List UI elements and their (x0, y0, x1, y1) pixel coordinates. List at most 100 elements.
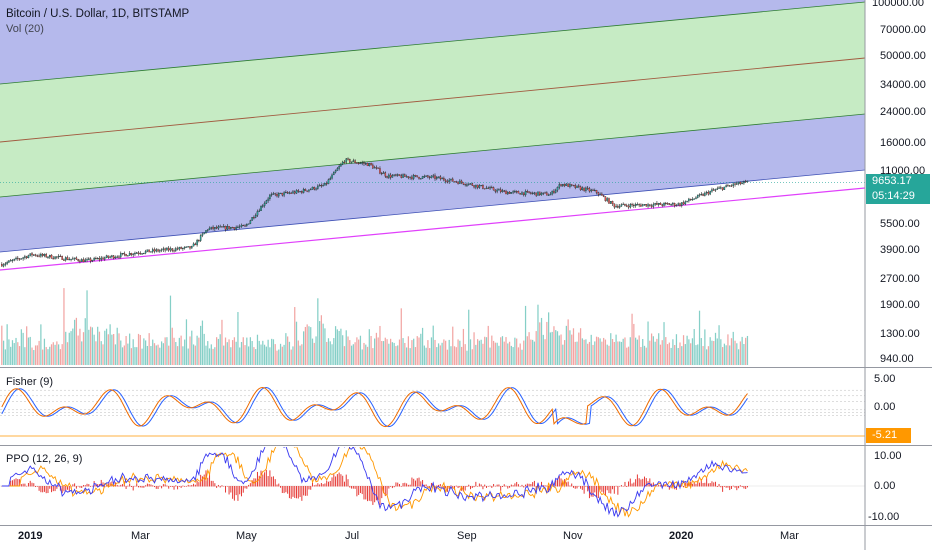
candle-body (563, 184, 566, 186)
ppo-histogram-bar (233, 486, 235, 501)
volume-bar (189, 336, 191, 365)
volume-bar (292, 346, 294, 365)
volume-bar (363, 342, 365, 365)
candle-body (52, 258, 55, 260)
volume-bar (659, 344, 662, 365)
volume-bar (528, 332, 530, 365)
candle-body (432, 175, 434, 177)
candle-body (230, 227, 232, 229)
ppo-histogram-bar (283, 486, 285, 494)
ppo-histogram-bar (398, 484, 400, 487)
candle-body (453, 181, 456, 183)
ppo-histogram-bar (430, 482, 432, 487)
ppo-histogram-bar (161, 486, 163, 489)
volume-bar (638, 335, 640, 365)
volume-bar (425, 347, 427, 365)
ppo-histogram-bar (423, 484, 425, 487)
candle-body (68, 259, 71, 261)
ppo-histogram-bar (162, 484, 164, 487)
candle-body (192, 243, 195, 247)
ppo-histogram-bar (132, 486, 134, 491)
volume-bar (208, 348, 211, 365)
candle-body (306, 190, 308, 192)
volume-bar (691, 338, 694, 365)
volume-bar (342, 335, 344, 365)
candle-body (127, 255, 129, 257)
ppo-histogram-bar (377, 486, 379, 501)
volume-bar (649, 340, 651, 365)
ppo-histogram-bar (148, 483, 150, 487)
ppo-histogram-bar (84, 485, 86, 487)
pitchfork-channel (0, 0, 865, 271)
volume-bar (65, 331, 67, 365)
ppo-histogram-bar (411, 477, 413, 487)
volume-bar (120, 340, 122, 365)
candle-body (38, 255, 40, 257)
candle-body (77, 259, 79, 262)
ppo-histogram-bar (482, 486, 484, 490)
volume-bar (414, 347, 417, 365)
volume-bar (285, 333, 287, 365)
volume-bar (413, 338, 415, 365)
volume-bar (714, 332, 717, 365)
channel-line (0, 113, 865, 198)
ppo-histogram-bar (38, 486, 40, 491)
volume-bar (100, 341, 102, 365)
volume-bar (572, 328, 575, 365)
ppo-histogram-bar (636, 474, 638, 487)
ppo-histogram-bar (226, 486, 228, 487)
ppo-histogram-bar (372, 486, 374, 505)
candle-body (219, 226, 221, 228)
candle-body (329, 178, 332, 180)
volume-bar (677, 348, 679, 365)
candle-body (206, 229, 209, 231)
volume-bar (98, 331, 101, 365)
candle-body (105, 255, 108, 258)
candle-body (214, 227, 216, 229)
candle-body (238, 226, 241, 228)
ppo-tick-10: 10.00 (874, 450, 902, 462)
ppo-histogram-bar (280, 486, 282, 488)
ppo-histogram-bar (665, 484, 667, 487)
ppo-histogram-bar (459, 486, 461, 488)
volume-bar (443, 339, 445, 365)
volume-bar (462, 328, 465, 365)
ppo-histogram-bar (258, 475, 260, 487)
volume-bar (721, 347, 724, 365)
ppo-histogram-bar (331, 477, 333, 487)
candle-body (251, 217, 253, 221)
volume-bar (2, 340, 5, 365)
ppo-histogram-bar (351, 486, 353, 489)
candle-body (104, 257, 106, 260)
ppo-histogram-bar (551, 483, 553, 487)
ppo-histogram-bar (104, 486, 106, 488)
volume-bar (365, 344, 367, 365)
volume-bar (164, 337, 166, 365)
volume-bar (682, 335, 685, 365)
ppo-histogram-bar (198, 482, 200, 487)
candle-body (302, 189, 305, 193)
ppo-histogram-bar (182, 485, 184, 487)
candle-body (636, 204, 639, 206)
ppo-histogram-bar (629, 478, 631, 487)
candle-body (311, 186, 314, 190)
volume-bar (109, 324, 111, 365)
ppo-histogram-bar (686, 483, 688, 487)
volume-bar (308, 326, 310, 365)
candle-body (641, 204, 644, 207)
ppo-histogram-bar (288, 486, 290, 499)
ppo-legend: PPO (12, 26, 9) (6, 453, 83, 465)
volume-bar (192, 344, 195, 365)
volume-bar (505, 337, 507, 365)
volume-bar (262, 340, 264, 365)
price-tick: 1300.00 (880, 328, 920, 341)
volume-bar (402, 338, 404, 365)
volume-bar (489, 347, 491, 365)
candle-body (293, 191, 296, 194)
ppo-histogram-bar (207, 477, 209, 487)
candle-body (244, 225, 246, 227)
ppo-histogram-bar (707, 483, 709, 487)
candle-body (640, 204, 642, 207)
ppo-histogram-bar (219, 486, 221, 488)
